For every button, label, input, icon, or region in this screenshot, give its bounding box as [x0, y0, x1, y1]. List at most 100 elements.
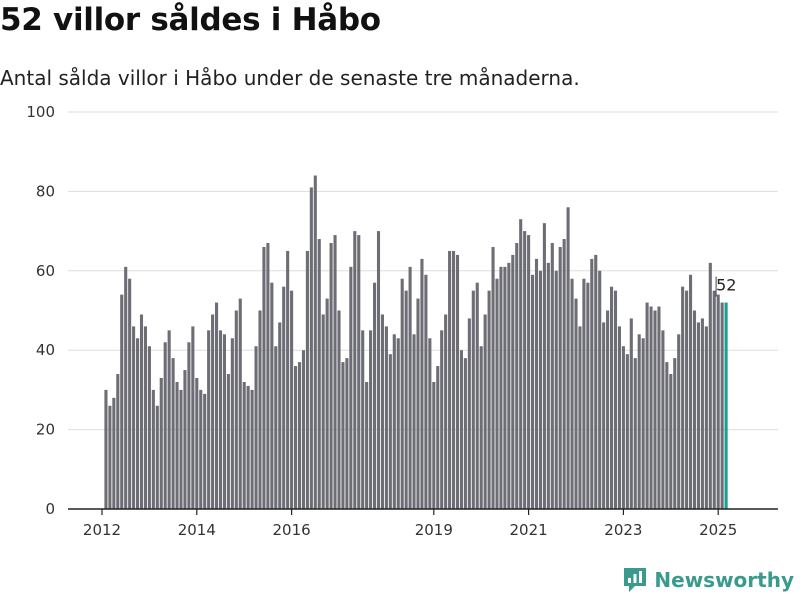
bar [313, 175, 317, 509]
bar [187, 342, 191, 509]
bar [365, 381, 369, 509]
bar [309, 187, 313, 509]
bar [108, 405, 112, 509]
x-tick-label: 2019 [415, 521, 453, 539]
bar [124, 266, 128, 509]
bar [598, 270, 602, 509]
bar [527, 235, 531, 509]
bar [696, 322, 700, 509]
value-callout: 52 [716, 276, 736, 295]
bar [412, 334, 416, 509]
bar [685, 290, 689, 509]
brand-name: Newsworthy [654, 568, 794, 592]
bar [550, 243, 554, 509]
bar [444, 314, 448, 509]
bar [171, 358, 175, 509]
bar [689, 274, 693, 509]
bar [337, 310, 341, 509]
bar [531, 274, 535, 509]
bar [120, 294, 124, 509]
bar [369, 330, 373, 509]
bar [112, 397, 116, 509]
bar [246, 385, 250, 509]
bar [301, 350, 305, 509]
bar [353, 231, 357, 509]
bar [452, 250, 456, 509]
bar [270, 282, 274, 509]
bar [305, 250, 309, 509]
bar [195, 377, 199, 509]
bar [396, 338, 400, 509]
bar [629, 318, 633, 509]
bar [345, 358, 349, 509]
bar [515, 243, 519, 509]
bar [428, 338, 432, 509]
bar [558, 246, 562, 510]
bar [222, 334, 226, 509]
bar [258, 310, 262, 509]
bar [613, 290, 618, 509]
bar [132, 326, 136, 509]
bar [151, 389, 155, 509]
bar [250, 389, 254, 509]
bar [621, 346, 625, 509]
bar [463, 358, 467, 509]
bar [700, 318, 704, 509]
bar [641, 338, 645, 509]
bar [392, 334, 396, 509]
bar [384, 326, 388, 509]
chart-title: 52 villor såldes i Håbo [0, 2, 381, 38]
bar [278, 322, 282, 509]
y-tick-label: 80 [36, 182, 55, 200]
bar [238, 298, 242, 509]
y-tick-label: 0 [45, 500, 55, 518]
bar [495, 278, 499, 509]
bar [373, 282, 377, 509]
bar [673, 358, 677, 509]
bar [297, 362, 302, 509]
bar [400, 278, 404, 509]
bar [511, 254, 515, 509]
bar [704, 326, 708, 509]
bar [104, 389, 108, 509]
bar [491, 246, 495, 510]
bar [274, 346, 278, 509]
bar [408, 266, 412, 509]
bar [578, 326, 582, 509]
bar [116, 374, 120, 509]
bar-highlight [724, 302, 728, 509]
bar [215, 302, 219, 509]
bar [262, 246, 266, 510]
bar [538, 270, 542, 509]
bar [594, 254, 598, 509]
bar [226, 374, 230, 509]
bar [507, 262, 511, 509]
x-tick-label: 2012 [83, 521, 121, 539]
y-tick-label: 60 [36, 262, 55, 280]
bar [376, 231, 381, 509]
bar [523, 231, 527, 509]
x-tick-label: 2014 [178, 521, 216, 539]
bar [361, 330, 365, 509]
bar [590, 258, 594, 509]
bar [349, 266, 353, 509]
bar [167, 330, 171, 509]
x-tick-label: 2016 [273, 521, 311, 539]
bar [455, 254, 460, 509]
bar [436, 366, 440, 509]
chart-subtitle: Antal sålda villor i Håbo under de senas… [0, 66, 580, 90]
bar [159, 377, 163, 509]
bar [625, 354, 629, 509]
bar [230, 338, 234, 509]
bar [546, 262, 550, 509]
bar [179, 389, 183, 509]
bar [175, 381, 179, 509]
bar [136, 338, 140, 509]
bar [471, 290, 475, 509]
bar [448, 250, 452, 509]
y-tick-label: 40 [36, 341, 55, 359]
bar [483, 314, 487, 509]
bar [286, 250, 290, 509]
bar [199, 389, 203, 509]
